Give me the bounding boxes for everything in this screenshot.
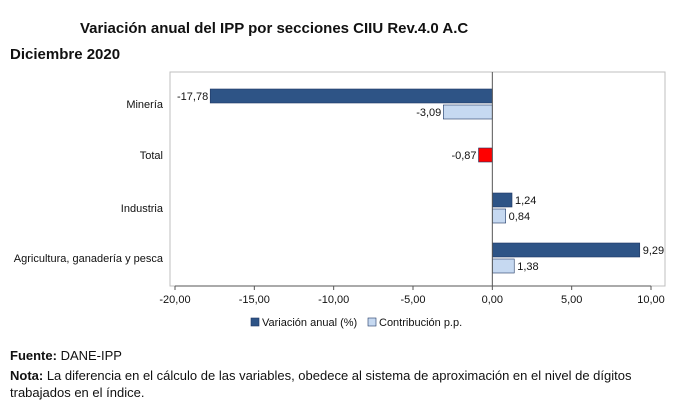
legend-label: Contribución p.p. bbox=[379, 317, 462, 329]
variation-bar bbox=[492, 242, 641, 258]
x-tick-label: -15,00 bbox=[239, 294, 270, 306]
x-tick-label: 0,00 bbox=[482, 294, 503, 306]
methodology-note: Nota: La diferencia en el cálculo de las… bbox=[10, 367, 694, 401]
contribution-value-label: 0,84 bbox=[509, 211, 530, 223]
category-label: Industria bbox=[121, 203, 164, 215]
contribution-value-label: 1,38 bbox=[517, 261, 538, 273]
chart-title: Variación anual del IPP por secciones CI… bbox=[80, 20, 469, 37]
x-tick-label: 5,00 bbox=[561, 294, 582, 306]
note-text: La diferencia en el cálculo de las varia… bbox=[10, 368, 632, 400]
contribution-bar bbox=[443, 104, 493, 120]
x-tick-label: -20,00 bbox=[159, 294, 190, 306]
legend-swatch bbox=[367, 317, 377, 327]
category-label: Agricultura, ganadería y pesca bbox=[14, 253, 164, 265]
source-label: Fuente: bbox=[10, 348, 57, 363]
x-tick-label: -5,00 bbox=[400, 294, 425, 306]
contribution-value-label: -3,09 bbox=[416, 107, 441, 119]
legend-swatch bbox=[250, 317, 260, 327]
total-bar bbox=[478, 147, 493, 163]
variation-bar bbox=[492, 192, 513, 208]
note-label: Nota: bbox=[10, 368, 44, 383]
x-tick-label: 10,00 bbox=[637, 294, 665, 306]
variation-value-label: 9,29 bbox=[643, 245, 664, 257]
category-label: Total bbox=[140, 150, 163, 162]
chart-subtitle: Diciembre 2020 bbox=[10, 46, 121, 63]
variation-value-label: 1,24 bbox=[515, 195, 536, 207]
bar-chart: -17,78 -3,09 -0,87 1,24 0,84 9,29 1,38 Minería… bbox=[14, 71, 666, 329]
variation-bar bbox=[209, 88, 493, 104]
category-label: Minería bbox=[126, 99, 164, 111]
x-tick-label: -10,00 bbox=[318, 294, 349, 306]
source-text: DANE-IPP bbox=[56, 348, 122, 363]
total-value-label: -0,87 bbox=[451, 150, 476, 162]
variation-value-label: -17,78 bbox=[177, 91, 208, 103]
source-note: Fuente: DANE-IPP bbox=[10, 347, 122, 364]
contribution-bar bbox=[492, 258, 515, 274]
contribution-bar bbox=[492, 208, 506, 224]
legend-label: Variación anual (%) bbox=[262, 317, 357, 329]
